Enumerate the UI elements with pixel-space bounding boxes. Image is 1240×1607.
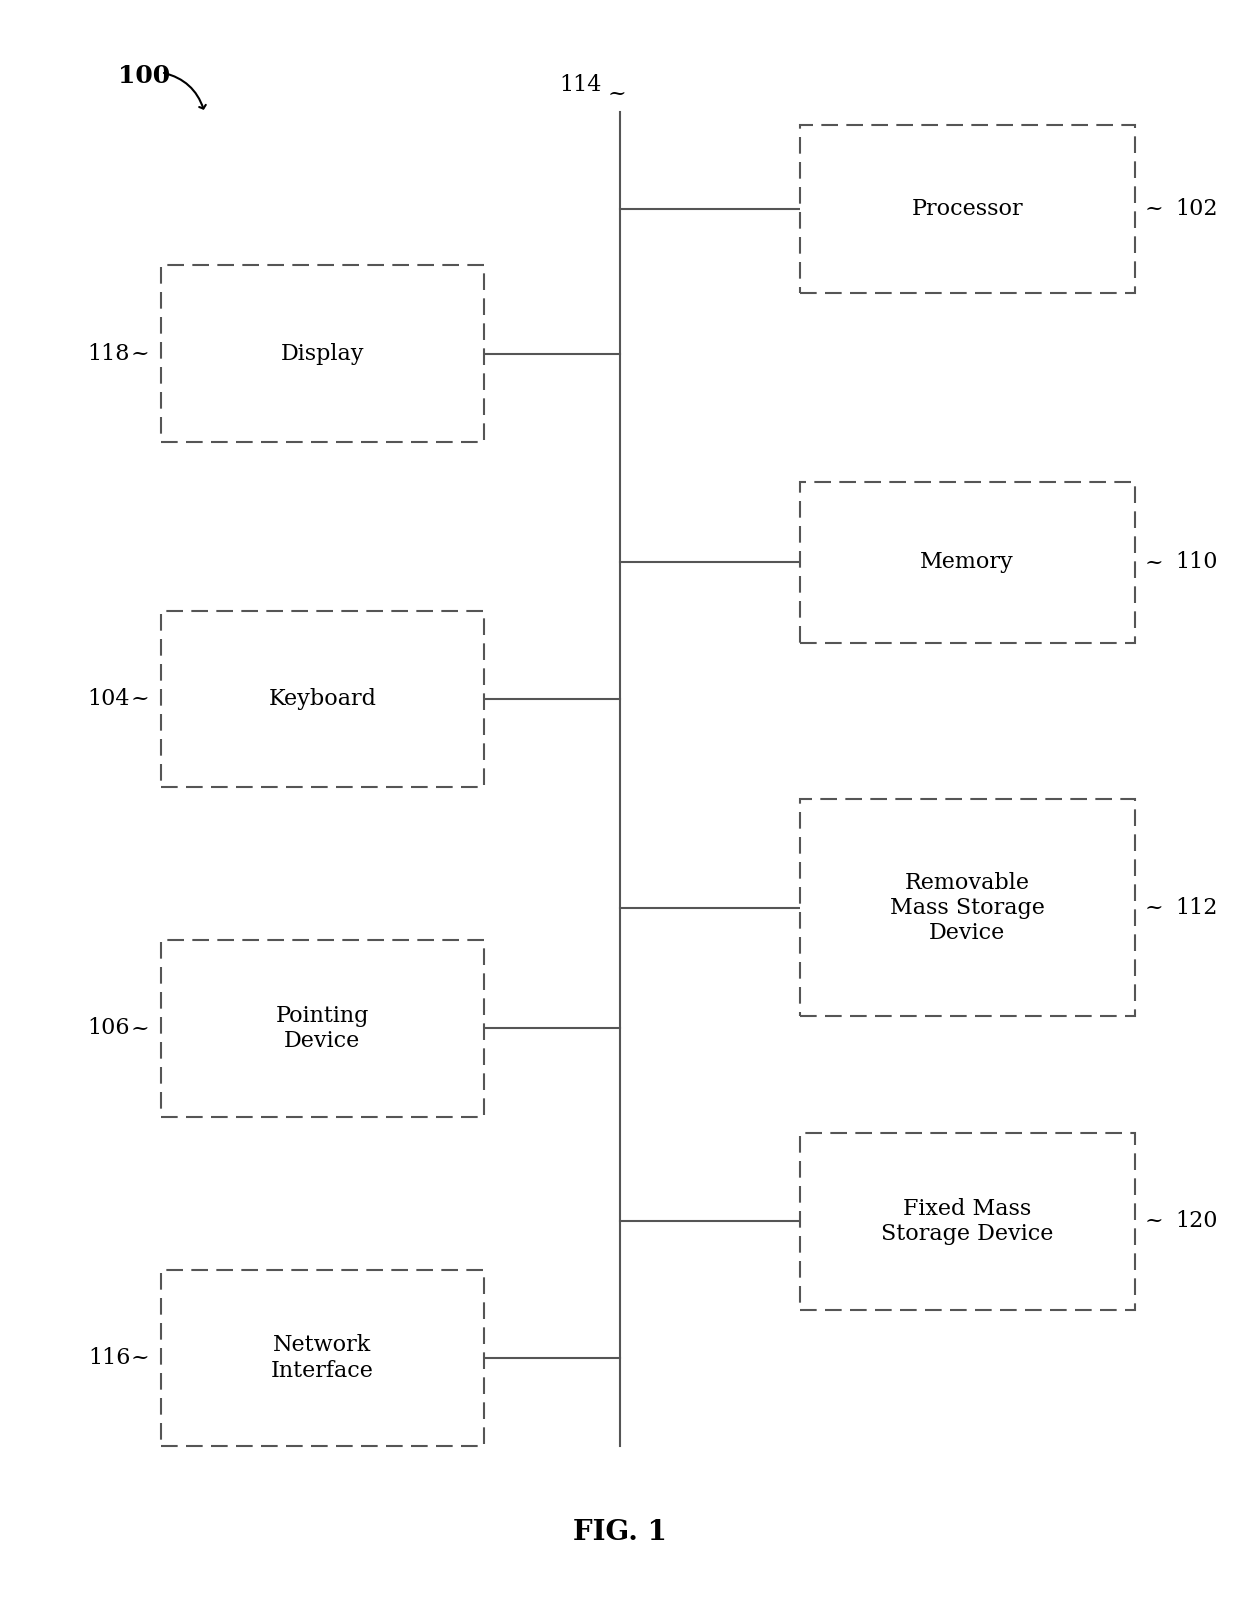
Bar: [800, 800, 1135, 1017]
Text: 120: 120: [1176, 1210, 1218, 1233]
Text: 114: 114: [559, 74, 601, 96]
Text: ~: ~: [130, 1017, 149, 1040]
Text: 112: 112: [1176, 897, 1218, 919]
Text: ~: ~: [130, 688, 149, 710]
Text: Processor: Processor: [911, 198, 1023, 220]
Text: Fixed Mass
Storage Device: Fixed Mass Storage Device: [880, 1197, 1054, 1245]
Bar: [800, 125, 1135, 292]
Text: Pointing
Device: Pointing Device: [275, 1004, 370, 1053]
Bar: [161, 265, 484, 442]
Text: 104: 104: [88, 688, 130, 710]
Text: 100: 100: [118, 64, 170, 88]
Text: 106: 106: [88, 1017, 130, 1040]
Text: ~: ~: [130, 342, 149, 365]
Text: ~: ~: [1145, 897, 1163, 919]
Bar: [161, 940, 484, 1117]
Text: 118: 118: [88, 342, 130, 365]
Bar: [800, 1133, 1135, 1310]
Text: Display: Display: [280, 342, 365, 365]
Text: 116: 116: [88, 1347, 130, 1369]
Text: ~: ~: [1145, 551, 1163, 574]
Text: FIG. 1: FIG. 1: [573, 1519, 667, 1546]
Text: ~: ~: [1145, 1210, 1163, 1233]
Bar: [161, 611, 484, 787]
Bar: [800, 482, 1135, 643]
Text: Memory: Memory: [920, 551, 1014, 574]
Text: Removable
Mass Storage
Device: Removable Mass Storage Device: [890, 871, 1044, 945]
Bar: [161, 1270, 484, 1446]
Text: ~: ~: [1145, 198, 1163, 220]
Text: Network
Interface: Network Interface: [272, 1334, 373, 1382]
Text: Keyboard: Keyboard: [268, 688, 377, 710]
Text: ~: ~: [130, 1347, 149, 1369]
Text: ~: ~: [608, 82, 626, 104]
Text: 102: 102: [1176, 198, 1218, 220]
Text: 110: 110: [1176, 551, 1218, 574]
